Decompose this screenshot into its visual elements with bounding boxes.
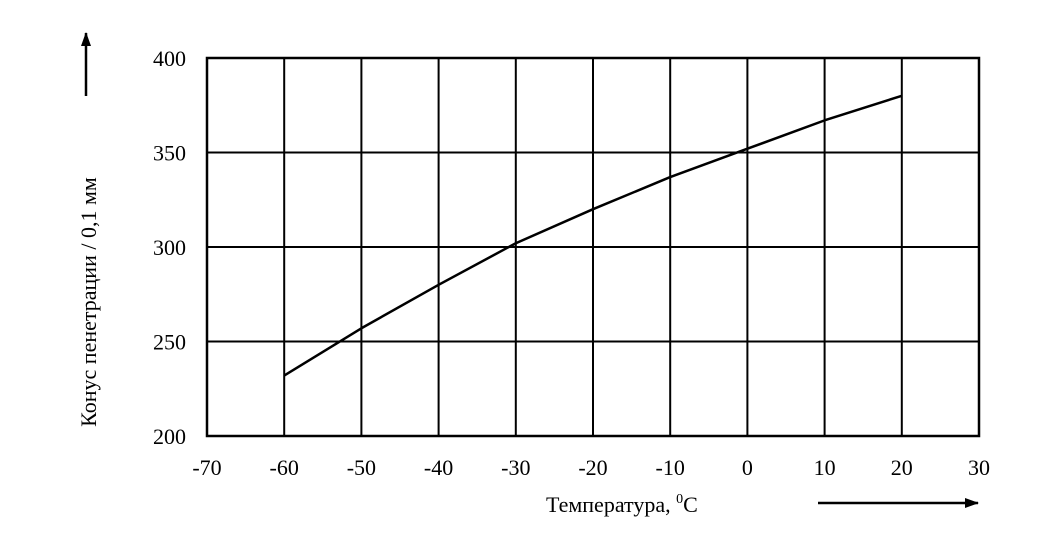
y-tick-labels: 200 250 300 350 400 bbox=[153, 46, 186, 449]
x-tick-label: -20 bbox=[578, 455, 607, 480]
y-tick-label: 300 bbox=[153, 235, 186, 260]
x-tick-label: -40 bbox=[424, 455, 453, 480]
series-line bbox=[283, 94, 903, 377]
plot-frame bbox=[205, 56, 981, 438]
x-tick-label: -10 bbox=[656, 455, 685, 480]
y-tick-label: 200 bbox=[153, 424, 186, 449]
x-axis-title: Температура, 0C bbox=[546, 492, 698, 517]
y-tick-label: 350 bbox=[153, 141, 186, 166]
series-group bbox=[283, 94, 903, 377]
x-tick-label: -30 bbox=[501, 455, 530, 480]
x-axis-title-superscript: 0 bbox=[676, 492, 683, 507]
x-axis-title-unit: C bbox=[683, 492, 698, 517]
x-tick-label: -60 bbox=[270, 455, 299, 480]
x-tick-label: -70 bbox=[192, 455, 221, 480]
y-tick-label: 250 bbox=[153, 330, 186, 355]
y-tick-label: 400 bbox=[153, 46, 186, 71]
x-tick-labels: -70 -60 -50 -40 -30 -20 -10 0 10 20 30 bbox=[192, 455, 990, 480]
x-tick-label: -50 bbox=[347, 455, 376, 480]
grid bbox=[207, 58, 979, 436]
x-tick-label: 20 bbox=[891, 455, 913, 480]
x-tick-label: 10 bbox=[814, 455, 836, 480]
x-tick-label: 0 bbox=[742, 455, 753, 480]
y-axis-title: Конус пенетрации / 0,1 мм bbox=[76, 177, 101, 427]
x-tick-label: 30 bbox=[968, 455, 990, 480]
x-axis-title-text: Температура, bbox=[546, 492, 676, 517]
